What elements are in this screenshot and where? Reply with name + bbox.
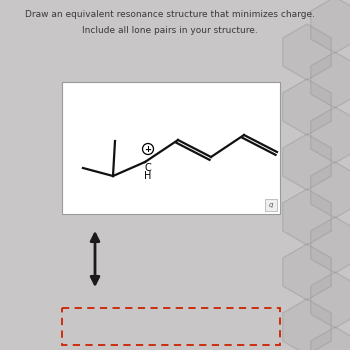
Text: C: C [145,163,151,173]
Text: Include all lone pairs in your structure.: Include all lone pairs in your structure… [82,26,258,35]
Polygon shape [311,272,350,328]
Polygon shape [311,162,350,218]
Polygon shape [283,134,331,190]
Polygon shape [283,244,331,300]
Polygon shape [283,189,331,245]
Polygon shape [311,0,350,53]
Polygon shape [283,24,331,80]
Bar [62,308,280,345]
Text: +: + [145,145,152,154]
Text: H: H [144,171,152,181]
Polygon shape [311,52,350,108]
Bar [265,199,277,211]
Text: q: q [269,202,273,208]
Polygon shape [283,299,331,350]
Text: Draw an equivalent resonance structure that minimizes charge.: Draw an equivalent resonance structure t… [25,10,315,19]
Polygon shape [311,327,350,350]
Bar [62,82,280,214]
Polygon shape [311,107,350,163]
Polygon shape [283,79,331,135]
Polygon shape [311,217,350,273]
